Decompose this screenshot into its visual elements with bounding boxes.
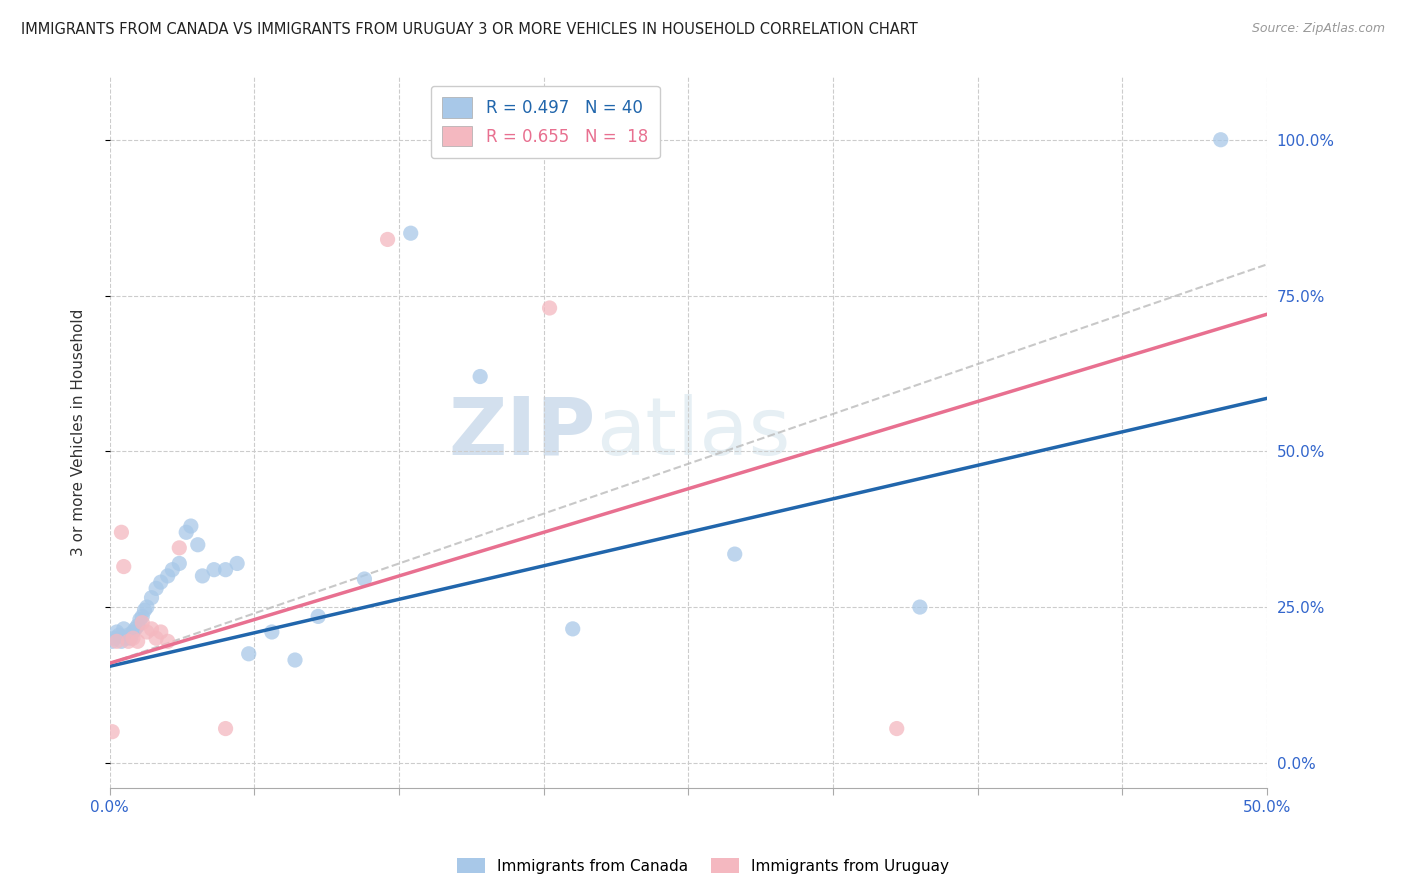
- Point: [124, 622, 146, 636]
- Point: [110, 634, 132, 648]
- Point: [169, 557, 191, 571]
- Point: [129, 613, 152, 627]
- Point: [127, 619, 149, 633]
- Point: [112, 622, 135, 636]
- Point: [908, 600, 931, 615]
- Point: [260, 625, 283, 640]
- Point: [169, 541, 191, 555]
- Legend: R = 0.497   N = 40, R = 0.655   N =  18: R = 0.497 N = 40, R = 0.655 N = 18: [430, 86, 659, 158]
- Point: [886, 722, 908, 736]
- Point: [180, 519, 202, 533]
- Point: [156, 634, 179, 648]
- Point: [399, 226, 422, 240]
- Point: [202, 563, 225, 577]
- Point: [174, 525, 197, 540]
- Legend: Immigrants from Canada, Immigrants from Uruguay: Immigrants from Canada, Immigrants from …: [451, 852, 955, 880]
- Point: [134, 603, 156, 617]
- Point: [238, 647, 260, 661]
- Point: [112, 559, 135, 574]
- Point: [561, 622, 583, 636]
- Point: [162, 563, 184, 577]
- Point: [122, 631, 145, 645]
- Point: [105, 634, 128, 648]
- Point: [724, 547, 747, 561]
- Point: [117, 634, 139, 648]
- Point: [135, 600, 157, 615]
- Point: [141, 622, 163, 636]
- Point: [127, 634, 149, 648]
- Point: [117, 628, 139, 642]
- Point: [108, 628, 131, 642]
- Point: [156, 569, 179, 583]
- Point: [377, 232, 399, 246]
- Point: [131, 615, 153, 630]
- Point: [101, 634, 124, 648]
- Point: [191, 569, 214, 583]
- Point: [470, 369, 492, 384]
- Text: ZIP: ZIP: [449, 393, 596, 472]
- Point: [149, 625, 172, 640]
- Point: [187, 538, 209, 552]
- Point: [101, 724, 124, 739]
- Point: [145, 631, 167, 645]
- Point: [131, 609, 153, 624]
- Point: [105, 625, 128, 640]
- Point: [115, 631, 138, 645]
- Point: [120, 631, 142, 645]
- Point: [141, 591, 163, 605]
- Point: [145, 582, 167, 596]
- Y-axis label: 3 or more Vehicles in Household: 3 or more Vehicles in Household: [72, 309, 86, 557]
- Point: [538, 301, 561, 315]
- Text: atlas: atlas: [596, 393, 790, 472]
- Point: [110, 525, 132, 540]
- Text: IMMIGRANTS FROM CANADA VS IMMIGRANTS FROM URUGUAY 3 OR MORE VEHICLES IN HOUSEHOL: IMMIGRANTS FROM CANADA VS IMMIGRANTS FRO…: [21, 22, 918, 37]
- Point: [214, 563, 236, 577]
- Point: [1209, 133, 1232, 147]
- Point: [353, 572, 375, 586]
- Text: Source: ZipAtlas.com: Source: ZipAtlas.com: [1251, 22, 1385, 36]
- Point: [307, 609, 329, 624]
- Point: [135, 625, 157, 640]
- Point: [122, 625, 145, 640]
- Point: [103, 631, 125, 645]
- Point: [149, 575, 172, 590]
- Point: [284, 653, 307, 667]
- Point: [226, 557, 249, 571]
- Point: [214, 722, 236, 736]
